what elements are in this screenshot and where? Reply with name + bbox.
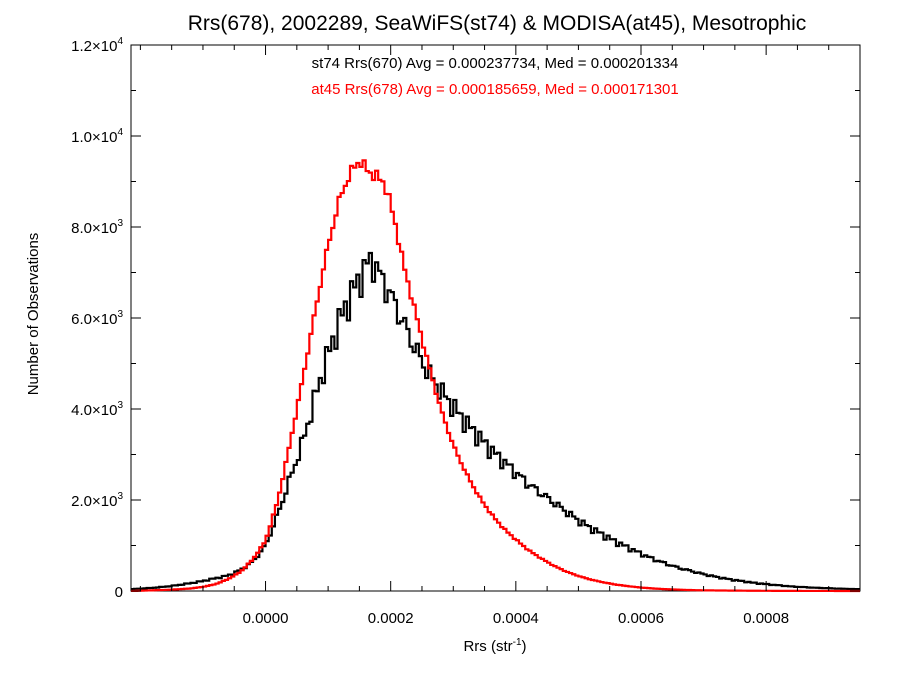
y-tick-label: 1.0×104 <box>71 127 123 146</box>
series-line-1 <box>131 159 860 593</box>
y-axis-label: Number of Observations <box>25 233 42 396</box>
x-tick-label: 0.0006 <box>618 610 664 627</box>
y-tick-label: 0 <box>115 584 123 601</box>
annotation-st74: st74 Rrs(670) Avg = 0.000237734, Med = 0… <box>312 55 679 72</box>
x-tick-label: 0.0000 <box>243 610 289 627</box>
series-layer <box>131 159 860 593</box>
x-axis-label-close: ) <box>522 638 527 655</box>
y-tick-label: 2.0×103 <box>71 491 123 510</box>
annotation-at45: at45 Rrs(678) Avg = 0.000185659, Med = 0… <box>311 81 679 98</box>
x-tick-label: 0.0008 <box>743 610 789 627</box>
x-axis-label-base: Rrs (str <box>463 638 512 655</box>
y-tick-label: 8.0×103 <box>71 218 123 237</box>
y-tick-label: 4.0×103 <box>71 400 123 419</box>
y-axis-ticks: 0 2.0×103 4.0×103 6.0×103 8.0×103 1.0×104 1.2×… <box>71 36 860 601</box>
chart-title: Rrs(678), 2002289, SeaWiFS(st74) & MODIS… <box>188 12 807 35</box>
plot-frame <box>130 44 861 592</box>
y-tick-label: 1.2×104 <box>71 36 123 55</box>
y-tick-label: 6.0×103 <box>71 309 123 328</box>
series-line-0 <box>131 251 860 591</box>
x-tick-label: 0.0004 <box>493 610 539 627</box>
x-axis-ticks: 0.0000 0.0002 0.0004 0.0006 0.0008 <box>139 45 830 627</box>
x-axis-label: Rrs (str-1) <box>463 637 526 655</box>
x-axis-label-sup: -1 <box>513 637 522 648</box>
x-tick-label: 0.0002 <box>368 610 414 627</box>
